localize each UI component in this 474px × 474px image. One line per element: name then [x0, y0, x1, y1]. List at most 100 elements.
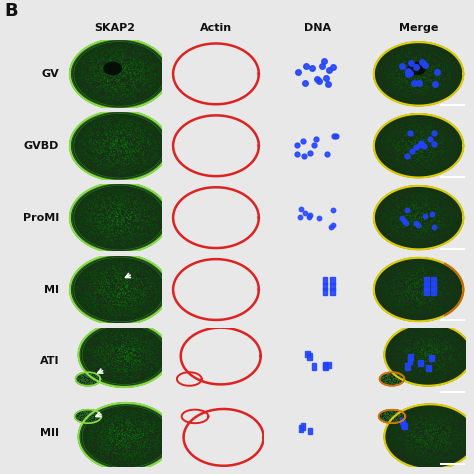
Point: [420, 128, 428, 136]
Point: [134, 44, 141, 51]
Point: [427, 342, 434, 349]
Point: [95, 362, 103, 369]
Point: [440, 455, 448, 462]
Point: [95, 256, 103, 264]
Point: [82, 279, 89, 287]
Point: [92, 44, 100, 51]
Point: [397, 221, 405, 228]
Point: [387, 301, 395, 309]
Point: [118, 243, 125, 251]
Point: [134, 147, 142, 155]
Point: [149, 154, 156, 161]
Point: [141, 408, 148, 416]
Point: [113, 192, 120, 200]
Point: [414, 164, 421, 172]
Point: [100, 199, 108, 206]
Point: [90, 446, 97, 454]
Point: [399, 49, 407, 56]
Point: [109, 188, 117, 196]
Point: [100, 228, 107, 236]
Point: [126, 330, 134, 337]
Point: [88, 97, 95, 104]
Point: [440, 190, 447, 197]
Point: [138, 365, 146, 372]
Point: [126, 299, 133, 306]
Point: [129, 414, 137, 422]
Point: [92, 130, 100, 138]
Point: [406, 289, 413, 297]
Point: [140, 212, 147, 220]
Point: [442, 220, 450, 228]
Point: [155, 277, 163, 285]
Point: [137, 402, 144, 410]
Point: [146, 157, 154, 164]
Point: [111, 245, 118, 252]
Point: [440, 92, 448, 100]
Point: [81, 381, 89, 388]
Point: [143, 311, 151, 319]
Point: [83, 292, 91, 299]
Point: [399, 416, 406, 423]
Point: [119, 57, 127, 65]
Point: [432, 226, 439, 234]
Point: [375, 151, 383, 158]
Point: [435, 218, 442, 226]
Point: [130, 456, 137, 464]
Point: [385, 192, 392, 200]
Point: [397, 337, 404, 344]
Point: [109, 424, 117, 432]
Point: [421, 90, 429, 97]
Point: [396, 433, 404, 441]
Point: [157, 421, 165, 428]
Point: [440, 165, 448, 173]
Point: [145, 165, 153, 173]
Point: [146, 267, 154, 275]
Point: [432, 52, 440, 59]
Point: [98, 191, 105, 198]
Point: [437, 79, 444, 87]
Point: [149, 300, 156, 307]
Point: [158, 279, 165, 286]
Point: [79, 351, 87, 359]
Point: [82, 434, 90, 441]
Point: [106, 231, 114, 238]
Point: [446, 155, 453, 162]
Point: [435, 335, 443, 343]
Point: [130, 184, 137, 191]
Point: [437, 54, 444, 61]
Point: [90, 226, 98, 233]
Point: [426, 346, 434, 353]
Point: [374, 278, 382, 286]
Point: [462, 431, 470, 439]
Point: [147, 123, 155, 131]
Point: [451, 130, 458, 137]
Point: [122, 199, 129, 206]
Point: [133, 366, 141, 374]
Point: [91, 335, 99, 342]
Point: [99, 199, 106, 206]
Point: [92, 417, 100, 424]
Point: [107, 203, 115, 211]
Point: [401, 93, 408, 100]
Point: [422, 299, 429, 306]
Point: [433, 270, 441, 278]
Point: [422, 84, 430, 92]
Point: [131, 233, 139, 240]
Point: [132, 297, 140, 304]
Point: [98, 64, 106, 71]
Point: [409, 194, 417, 201]
Point: [410, 305, 417, 313]
Point: [81, 351, 89, 359]
Point: [399, 76, 407, 84]
Point: [79, 230, 87, 237]
Point: [435, 294, 443, 301]
Point: [115, 200, 123, 208]
Point: [431, 119, 438, 127]
Point: [383, 207, 391, 215]
Point: [403, 365, 411, 373]
Point: [88, 210, 96, 218]
Point: [118, 50, 126, 57]
Point: [124, 349, 132, 357]
Point: [95, 98, 102, 105]
Point: [90, 210, 98, 217]
